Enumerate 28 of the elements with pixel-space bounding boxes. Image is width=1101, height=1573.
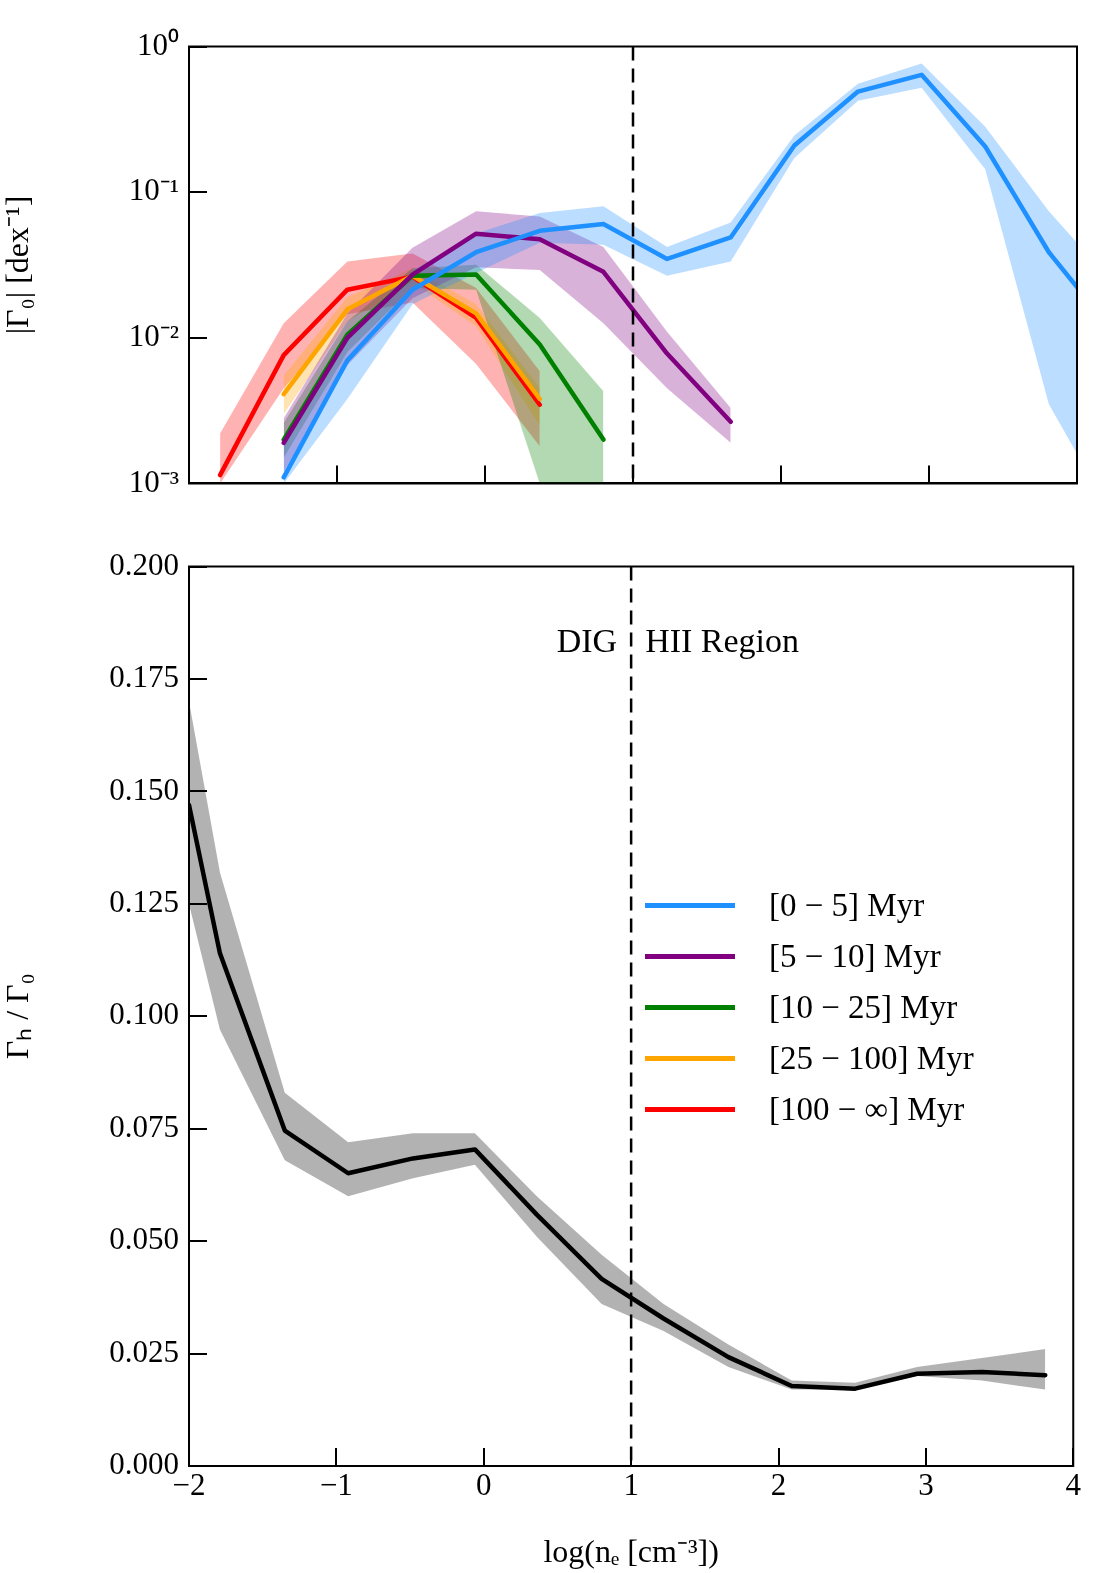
y-tick-label: 10⁰ xyxy=(137,26,179,62)
y-tick-label: 0.100 xyxy=(109,996,179,1032)
x-tick-label: −1 xyxy=(319,1466,353,1502)
x-tick-label: 0 xyxy=(476,1466,492,1502)
y-tick-label: 0.150 xyxy=(109,771,179,807)
y-axis-title: Γₕ / Γ₀ xyxy=(0,973,35,1060)
annotation: HII Region xyxy=(645,621,800,659)
y-tick-label: 10⁻³ xyxy=(128,463,179,499)
legend-label: [10 − 25] Myr xyxy=(769,989,958,1026)
x-tick-label: 1 xyxy=(623,1466,639,1502)
y-tick-label: 10⁻² xyxy=(128,317,179,353)
legend-label: [25 − 100] Myr xyxy=(769,1040,974,1077)
legend-label: [0 − 5] Myr xyxy=(769,887,925,924)
legend-label: [100 − ∞] Myr xyxy=(769,1091,965,1128)
y-tick-label: 10⁻¹ xyxy=(128,172,179,208)
legend-label: [5 − 10] Myr xyxy=(769,938,941,975)
x-tick-label: 4 xyxy=(1065,1466,1082,1502)
y-axis-title: |Γ₀| [dex⁻¹] xyxy=(0,195,35,335)
y-tick-label: 0.050 xyxy=(109,1221,179,1257)
y-tick-label: 0.175 xyxy=(109,659,179,695)
y-tick-label: 0.025 xyxy=(109,1333,179,1369)
x-axis-title: log(nₑ [cm⁻³]) xyxy=(543,1533,719,1570)
x-tick-label: 2 xyxy=(770,1466,787,1502)
y-tick-label: 0.125 xyxy=(109,884,179,920)
x-tick-label: 3 xyxy=(918,1466,934,1502)
annotation: DIG xyxy=(556,621,618,659)
y-tick-label: 0.075 xyxy=(109,1108,179,1144)
y-tick-label: 0.200 xyxy=(109,546,179,582)
